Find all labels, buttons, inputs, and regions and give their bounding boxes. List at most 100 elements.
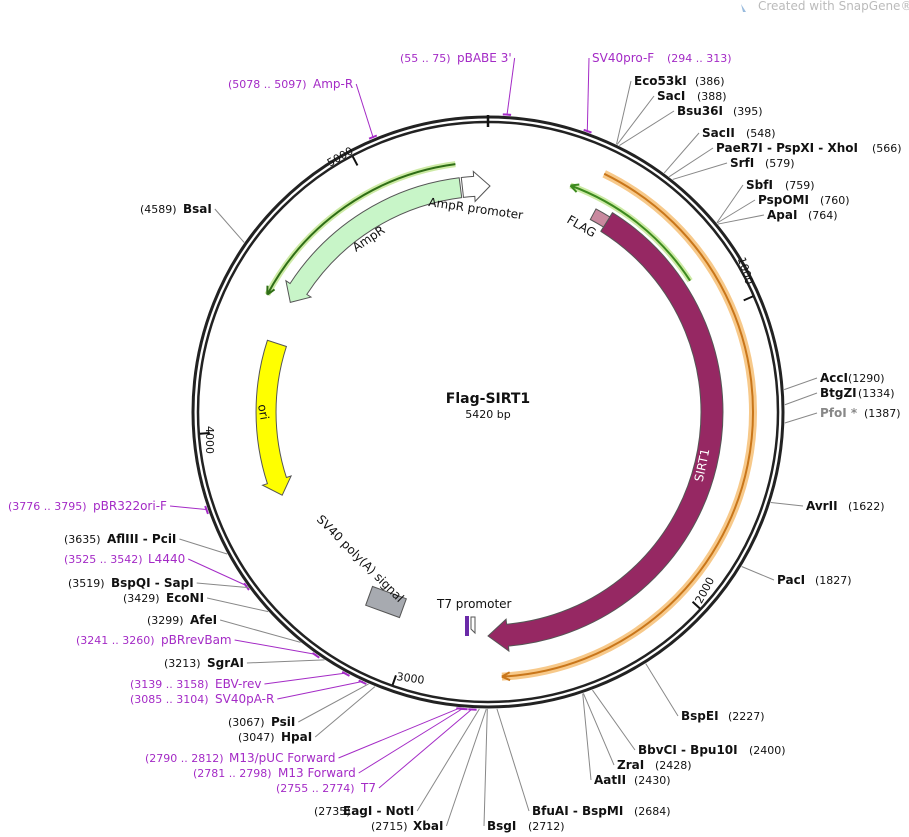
primer-text: (3776 .. 3795) [8, 500, 87, 513]
primer-text: (5078 .. 5097) [228, 78, 307, 91]
enzyme-text: BspQI - SapI [111, 576, 194, 590]
enzyme-leader [592, 689, 636, 751]
enzyme-text: (386) [695, 75, 725, 88]
enzyme-text: AccI [820, 371, 848, 385]
enzyme-leader [717, 214, 765, 225]
enzyme-text: (2715) [371, 820, 408, 833]
enzyme-leader [616, 80, 632, 145]
primer: (3139 .. 3158) EBV-rev [130, 677, 261, 691]
primer: (2790 .. 2812) M13/pUC Forward [145, 751, 336, 765]
ampr-orf-line [266, 163, 456, 296]
t7-promoter-arrow [470, 616, 476, 635]
enzyme-leader [616, 95, 655, 145]
logo-icon [741, 4, 746, 12]
feature-label: SV40 poly(A) signal [314, 512, 407, 605]
ruler-label: 5000 [325, 144, 356, 169]
enzyme-text: (3213) [164, 657, 201, 670]
enzyme-text: (2227) [728, 710, 765, 723]
watermark: Created with SnapGene® [758, 0, 909, 13]
enzyme-text: (2428) [655, 759, 692, 772]
enzyme: ZraI (2428) [617, 758, 692, 772]
primer-leader [264, 672, 347, 685]
flag-box [589, 208, 613, 232]
enzyme: BsaI (4589) [140, 202, 212, 216]
enzyme: Bsu36I (395) [677, 104, 763, 118]
primer-leader [355, 83, 374, 139]
ruler-tick [199, 432, 210, 435]
feature-label: ori [255, 403, 271, 421]
ruler-tick [391, 675, 397, 686]
enzyme-text: EagI - NotI [343, 804, 414, 818]
enzyme: AflIII - PciI (3635) [64, 532, 176, 546]
enzyme-text: (579) [765, 157, 795, 170]
enzyme: PaeR7I - PspXI - XhoI (566) [716, 141, 902, 155]
ruler-tick [351, 156, 359, 166]
enzyme: PsiI (3067) [228, 715, 295, 729]
ampr-orf-line-head [266, 285, 276, 296]
enzyme-text: (1827) [815, 574, 852, 587]
enzyme-leader [206, 597, 269, 613]
primer: (3776 .. 3795) pBR322ori-F [8, 499, 167, 513]
primer: (55 .. 75) pBABE 3' [400, 51, 512, 65]
primer-leader [169, 505, 208, 511]
enzyme-text: Bsu36I [677, 104, 723, 118]
enzyme: BtgZI (1334) [820, 386, 895, 400]
primer-text: M13 Forward [278, 766, 356, 780]
enzyme: BspQI - SapI (3519) [68, 576, 194, 590]
ampr-arrow [285, 177, 463, 304]
enzyme-text: SbfI [746, 178, 773, 192]
primer-text: (2755 .. 2774) [276, 782, 355, 795]
primer-leader [378, 708, 473, 789]
enzyme: HpaI (3047) [238, 730, 312, 744]
enzyme: SrfI (579) [730, 156, 795, 170]
enzyme-leader [179, 538, 228, 555]
primer-text: (3139 .. 3158) [130, 678, 209, 691]
enzyme: PspOMI (760) [758, 193, 850, 207]
primer-leader [506, 57, 516, 116]
enzyme-text: (3519) [68, 577, 105, 590]
enzyme: EagI - NotI(2735) [314, 804, 414, 818]
primer-text: pBR322ori-F [93, 499, 167, 513]
enzyme-text: (3299) [147, 614, 184, 627]
enzyme-text: PsiI [271, 715, 295, 729]
feature-label: T7 promoter [436, 597, 512, 611]
enzyme-text: (388) [697, 90, 727, 103]
primer-text: (55 .. 75) [400, 52, 451, 65]
sv40-marker [465, 616, 469, 636]
enzyme: SacI (388) [657, 89, 727, 103]
primer-text: SV40pA-R [215, 692, 274, 706]
enzyme: SbfI (759) [746, 178, 815, 192]
enzyme-leader [314, 686, 376, 738]
enzyme-text: (4589) [140, 203, 177, 216]
primer-text: (3525 .. 3542) [64, 553, 143, 566]
enzyme: Eco53kI (386) [634, 74, 725, 88]
primer-text: (3241 .. 3260) [76, 634, 155, 647]
ori-arrow [255, 339, 293, 496]
plasmid-size: 5420 bp [465, 408, 510, 421]
enzyme-leader [496, 708, 530, 812]
primer-text: pBABE 3' [457, 51, 512, 65]
enzyme-leader [672, 162, 728, 180]
primer-leader [234, 639, 317, 655]
enzyme-text: ApaI [767, 208, 797, 222]
enzyme-leader [741, 566, 775, 581]
enzyme: AfeI (3299) [147, 613, 217, 627]
enzyme: EcoNI (3429) [123, 591, 204, 605]
enzyme-leader [219, 619, 301, 643]
enzyme: AvrII (1622) [806, 499, 885, 513]
enzyme-text: SgrAI [207, 656, 244, 670]
enzyme-text: Eco53kI [634, 74, 687, 88]
ruler-label: 4000 [203, 426, 216, 454]
primer-mark [358, 679, 367, 685]
enzyme-text: HpaI [281, 730, 312, 744]
enzyme-text: EcoNI [166, 591, 204, 605]
primer: (3525 .. 3542) L4440 [64, 552, 185, 566]
enzyme: AccI (1290) [820, 371, 885, 385]
enzyme-text: BsgI [487, 819, 516, 833]
enzyme-leader [663, 132, 700, 174]
enzyme-text: AvrII [806, 499, 838, 513]
orf-line [501, 172, 754, 678]
primer: (3085 .. 3104) SV40pA-R [130, 692, 274, 706]
primer-leader [338, 707, 461, 759]
enzyme: BsgI (2712) [487, 819, 565, 833]
